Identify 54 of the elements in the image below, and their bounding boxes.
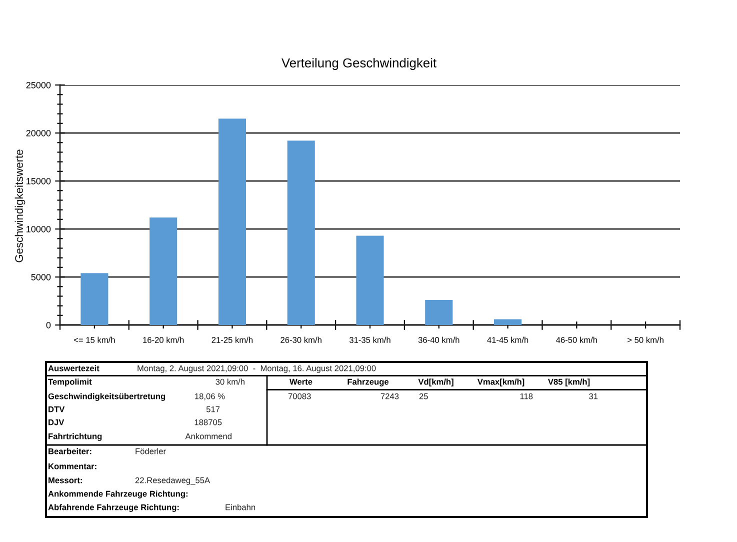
y-tick-label: 25000 (26, 82, 51, 88)
x-tick-label: 41-45 km/h (487, 336, 528, 343)
text: Bearbeiter: (48, 448, 92, 454)
y-tick-label: 15000 (26, 178, 51, 184)
text: Abfahrende Fahrzeuge Richtung: (48, 504, 179, 512)
text: DTV (48, 406, 65, 412)
bar (150, 217, 178, 325)
text: Föderler (136, 448, 166, 454)
bar (80, 273, 108, 325)
y-tick-label: 5000 (31, 274, 51, 280)
x-tick-label: 26-30 km/h (280, 336, 322, 343)
text: Messort: (48, 477, 82, 484)
x-tick-label: 36-40 km/h (418, 336, 460, 343)
x-tick-label: 16-20 km/h (143, 336, 184, 343)
x-tick-label: <= 15 km/h (74, 336, 115, 343)
text: 118 (520, 393, 533, 400)
text: 31 (589, 393, 598, 400)
bar (218, 118, 246, 325)
x-tick-label: 21-25 km/h (212, 336, 253, 343)
y-tick-label: 0 (46, 322, 51, 328)
bar (425, 300, 453, 325)
x-tick-label: > 50 km/h (628, 336, 664, 343)
bar (287, 140, 315, 325)
text: Montag, 2. August 2021,09:00 - Montag, 16. August 2021,09:00 (138, 365, 376, 373)
text: V85 [km/h] (548, 378, 590, 386)
text: 30 km/h (216, 378, 244, 385)
y-tick-label: 10000 (26, 226, 51, 232)
text: Auswertezeit (48, 365, 100, 372)
y-axis-title: Geschwindigkeitswerte (14, 150, 26, 262)
text: Werte (290, 378, 312, 385)
text: Ankommende Fahrzeuge Richtung: (48, 490, 188, 498)
text: Geschwindigkeitsübertretung (48, 393, 166, 401)
y-tick-label: 20000 (26, 130, 51, 136)
bar (356, 236, 384, 325)
text: 18,06 % (195, 393, 225, 400)
x-tick-label: 31-35 km/h (349, 336, 390, 343)
text: Einbahn (226, 504, 256, 510)
text: 25 (419, 393, 428, 400)
text: Ankommend (185, 433, 232, 440)
text: 517 (206, 406, 220, 412)
text: 188705 (194, 419, 222, 426)
text: Vd[km/h] (418, 378, 454, 386)
text: Vmax[km/h] (477, 378, 524, 386)
text: Kommentar: (48, 463, 96, 470)
text: DJV (48, 419, 64, 426)
chart-title: Verteilung Geschwindigkeit (282, 58, 436, 70)
text: 7243 (380, 393, 399, 400)
text: 22.Resedaweg_55A (135, 477, 210, 485)
text: Fahrzeuge (348, 378, 389, 386)
x-tick-label: 46-50 km/h (556, 336, 597, 343)
text: 70083 (288, 393, 311, 400)
bar (494, 319, 522, 325)
text: Fahrtrichtung (48, 433, 102, 441)
text: Tempolimit (48, 378, 92, 386)
